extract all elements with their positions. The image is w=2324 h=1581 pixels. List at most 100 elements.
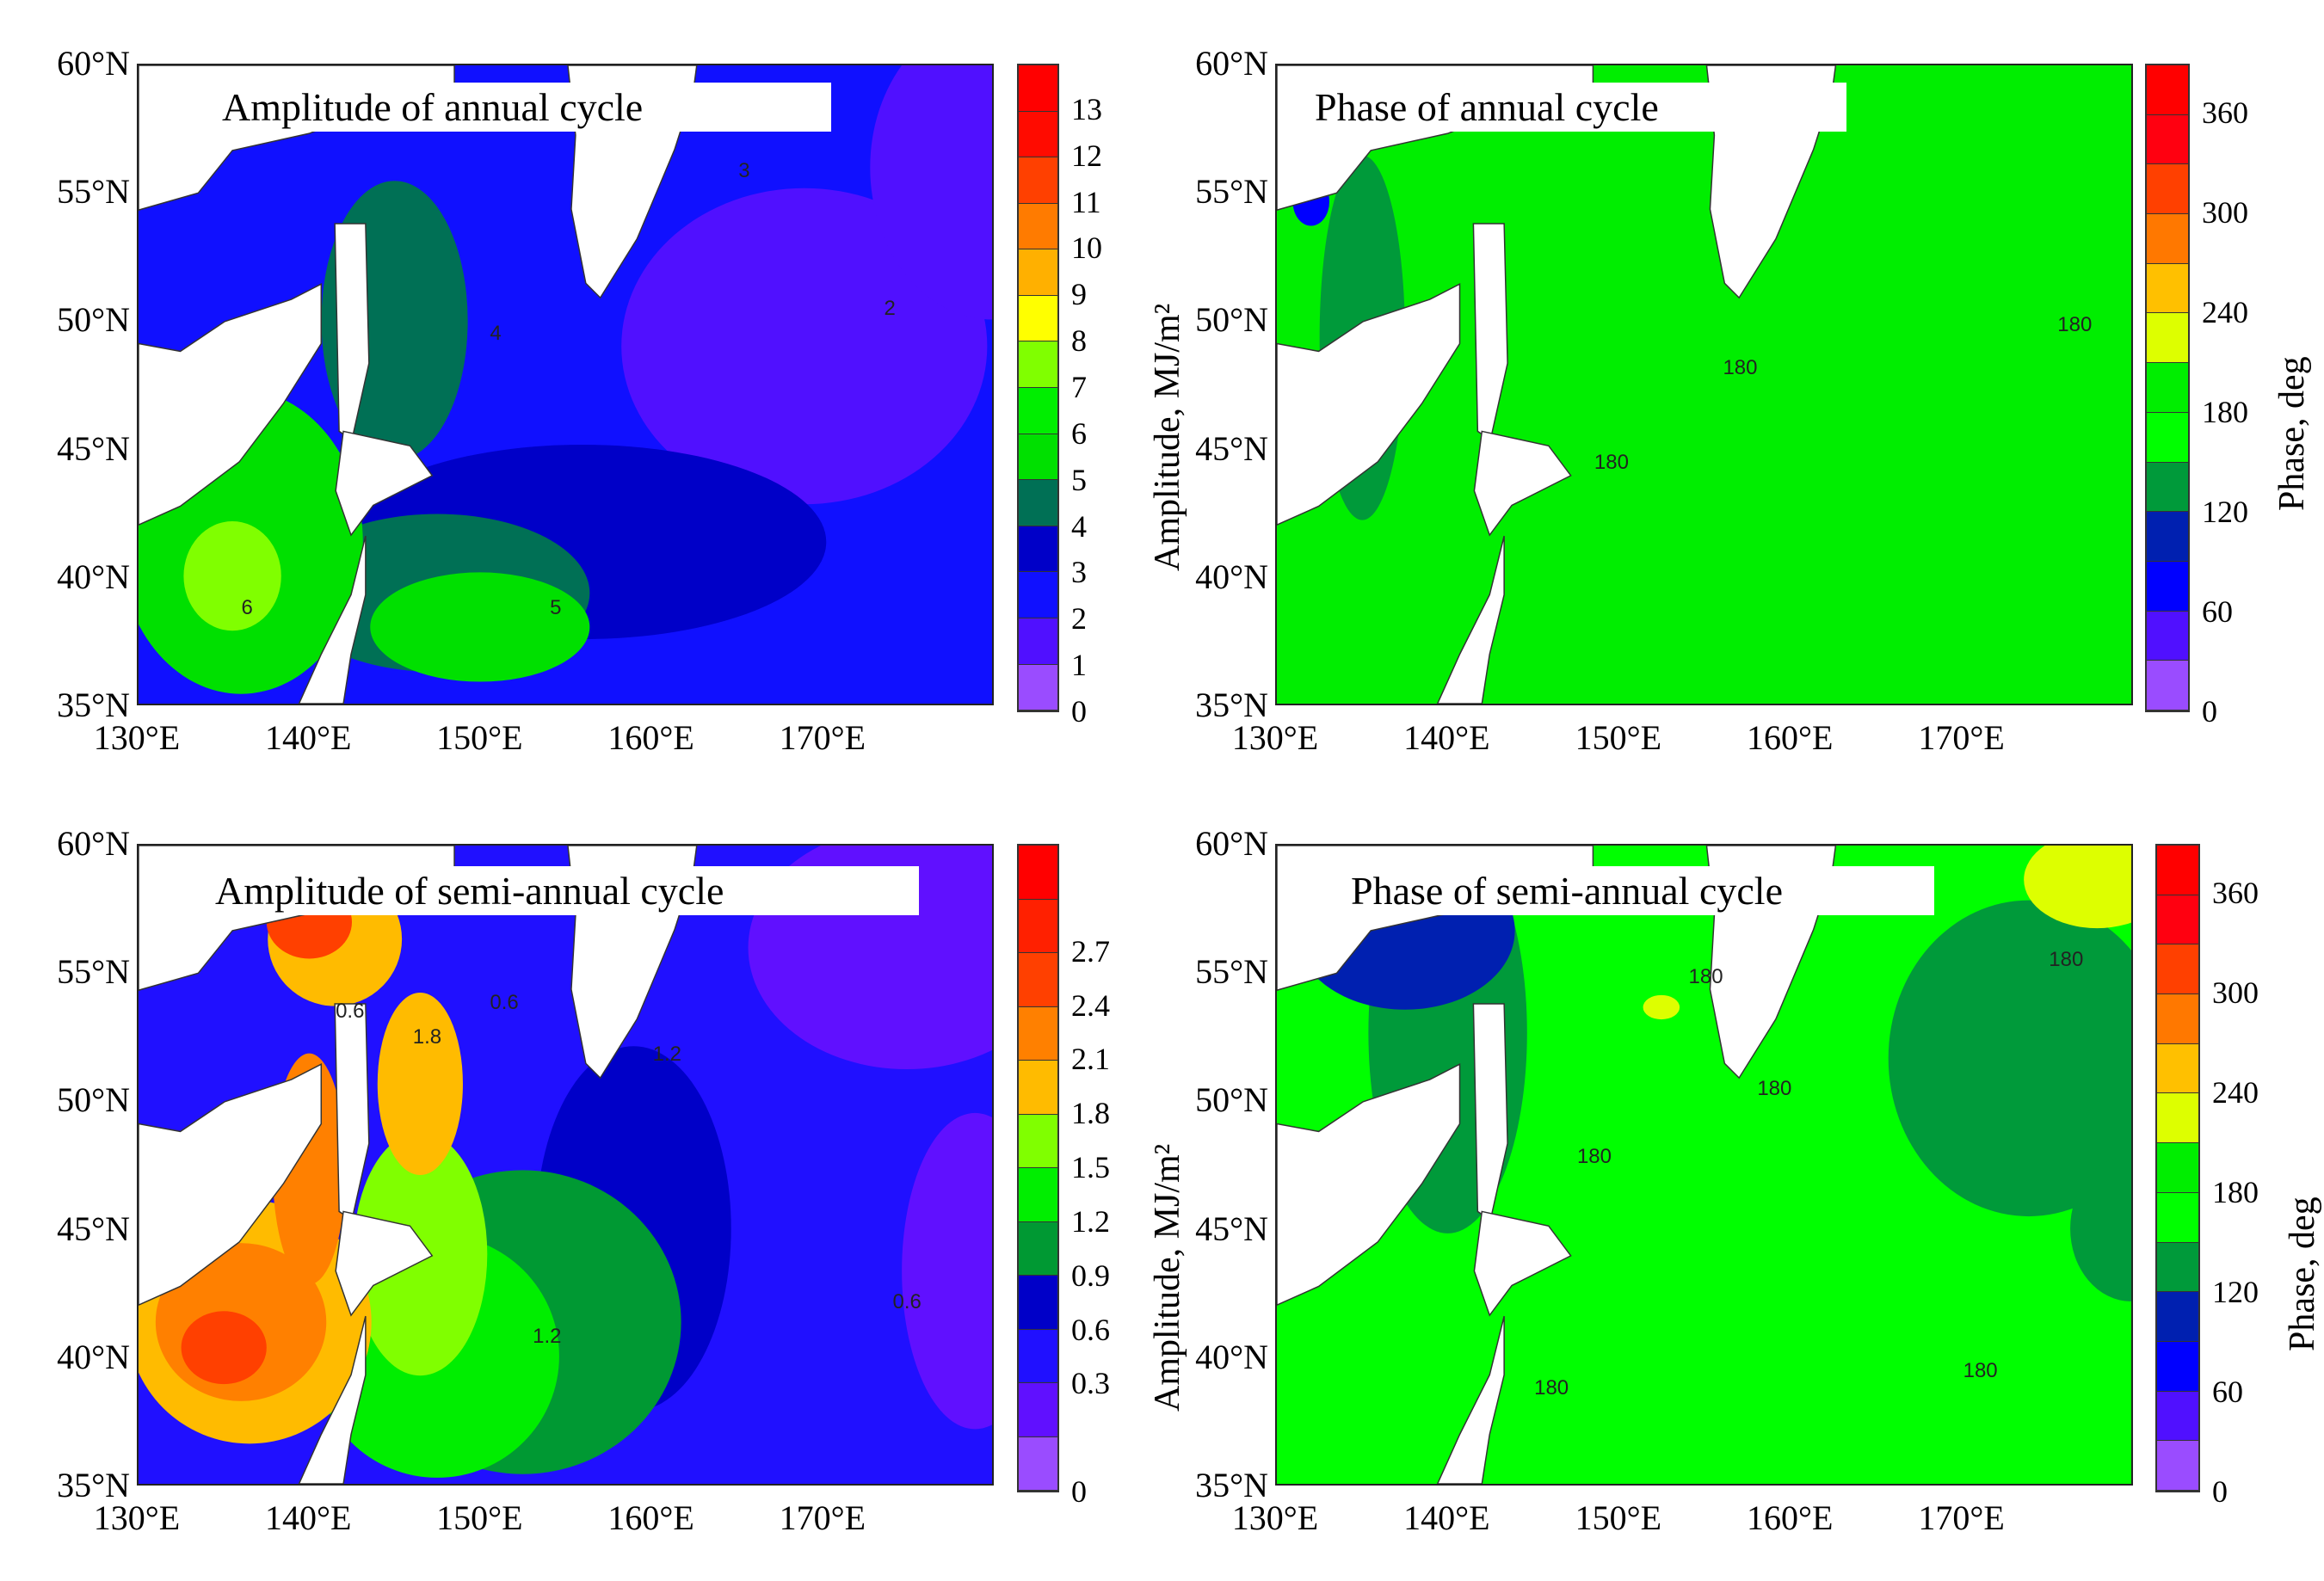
colorbar-tick-label: 9 [1071, 277, 1087, 312]
colorbar-swatch [2157, 994, 2198, 1044]
colorbar-swatch [1019, 1168, 1057, 1222]
land-mask [298, 535, 367, 704]
colorbar [2145, 64, 2190, 712]
colorbar-tick-label: 1.8 [1071, 1096, 1110, 1131]
land-mask [298, 1315, 367, 1484]
colorbar-tick-label: 1 [1071, 648, 1087, 683]
colorbar-swatch [2147, 561, 2188, 612]
latitude-label: 45°N [57, 428, 130, 468]
colorbar-tick-label: 240 [2212, 1075, 2259, 1110]
colorbar-swatch [1019, 295, 1057, 342]
latitude-label: 45°N [1195, 428, 1268, 468]
colorbar-swatch [2147, 214, 2188, 264]
colorbar [1017, 844, 1059, 1492]
land-mask [1473, 1210, 1572, 1317]
colorbar-swatch [1019, 1329, 1057, 1383]
latitude-label: 35°N [1195, 1466, 1268, 1504]
colorbar-swatch [2147, 412, 2188, 463]
contour-label: 5 [550, 595, 562, 619]
latitude-label: 50°N [57, 1080, 130, 1120]
longitude-label: 150°E [436, 718, 523, 757]
colorbar-swatch [2147, 363, 2188, 413]
contour-label: 180 [1594, 450, 1629, 474]
longitude-label: 130°E [1231, 718, 1319, 757]
land-mask [334, 1003, 370, 1221]
colorbar-tick-label: 2.1 [1071, 1042, 1110, 1077]
map-area: 180 180 180 [1275, 64, 2133, 705]
latitude-label: 55°N [57, 172, 130, 212]
longitude-label: 170°E [1918, 718, 2005, 757]
colorbar-swatch [2157, 1143, 2198, 1193]
panel-title: Phase of semi-annual cycle [1335, 866, 1934, 915]
colorbar-tick-label: 1.5 [1071, 1150, 1110, 1184]
longitude-label: 160°E [1746, 1498, 1834, 1537]
colorbar-swatch [2147, 164, 2188, 215]
contour-label: 180 [1963, 1358, 1998, 1382]
colorbar-swatch [1019, 1383, 1057, 1437]
latitude-label: 40°N [1195, 557, 1268, 596]
colorbar-tick-label: 5 [1071, 462, 1087, 497]
colorbar-swatch [1019, 203, 1057, 250]
longitude-label: 170°E [1918, 1498, 2005, 1537]
field-region [370, 572, 590, 682]
colorbar-swatch [1019, 65, 1057, 112]
colorbar-tick-label: 2.7 [1071, 933, 1110, 969]
panel-title: Phase of annual cycle [1299, 83, 1846, 132]
land-mask [335, 430, 434, 537]
colorbar-tick-label: 180 [2202, 395, 2248, 429]
colorbar-tick-label: 60 [2212, 1375, 2243, 1409]
land-mask [1277, 1063, 1461, 1307]
colorbar-swatch [2147, 114, 2188, 165]
colorbar-tick-label: 0 [2212, 1474, 2228, 1509]
colorbar-tick-label: 180 [2212, 1175, 2259, 1209]
contour-label: 180 [1723, 356, 1758, 380]
longitude-label: 140°E [1403, 1498, 1490, 1537]
contour-label: 1.2 [533, 1325, 562, 1348]
land-mask [334, 223, 370, 441]
colorbar-tick-label: 360 [2202, 95, 2248, 130]
longitude-label: 140°E [264, 718, 352, 757]
colorbar-tick-label: 0 [2202, 694, 2217, 729]
field-region [1888, 900, 2131, 1217]
colorbar-tick-label: 120 [2202, 495, 2248, 529]
colorbar-tick-label: 2 [1071, 601, 1087, 637]
contour-label: 180 [1576, 1145, 1612, 1169]
longitude-label: 150°E [1575, 1498, 1662, 1537]
field-region [377, 993, 463, 1176]
colorbar-tick-label: 360 [2212, 876, 2259, 910]
longitude-label: 160°E [607, 718, 694, 757]
land-mask [335, 1210, 434, 1317]
field-region [2024, 846, 2131, 929]
contour-label: 6 [241, 595, 253, 619]
latitude-label: 35°N [1195, 686, 1268, 724]
field-region [902, 1112, 992, 1430]
latitude-label: 55°N [1195, 952, 1268, 992]
colorbar-swatch [1019, 1276, 1057, 1330]
land-mask [139, 283, 323, 526]
colorbar-tick-label: 0 [1071, 1474, 1087, 1509]
contour-label: 2 [884, 296, 896, 320]
contour-label: 180 [1534, 1375, 1569, 1400]
colorbar-swatch [2147, 65, 2188, 115]
field-region [181, 1311, 267, 1385]
colorbar-swatch [2147, 611, 2188, 661]
colorbar-swatch [2147, 462, 2188, 513]
colorbar-label: Phase, deg [2272, 356, 2312, 511]
contour-label: 1.2 [652, 1042, 681, 1066]
colorbar-label: Phase, deg [2283, 1197, 2322, 1351]
colorbar-swatch [1019, 434, 1057, 481]
colorbar-swatch [1019, 111, 1057, 158]
latitude-label: 35°N [57, 686, 130, 724]
colorbar-swatch [2147, 512, 2188, 562]
latitude-label: 45°N [57, 1209, 130, 1248]
colorbar-tick-label: 240 [2202, 295, 2248, 329]
colorbar [1017, 64, 1059, 712]
longitude-label: 150°E [1575, 718, 1662, 757]
contour-label: 180 [2057, 313, 2093, 337]
panel-title: Amplitude of semi-annual cycle [200, 866, 919, 915]
land-mask [1472, 1003, 1508, 1221]
colorbar-swatch [1019, 899, 1057, 953]
colorbar-tick-label: 0.9 [1071, 1258, 1110, 1293]
colorbar-tick-label: 7 [1071, 370, 1087, 404]
colorbar-tick-label: 120 [2212, 1275, 2259, 1309]
